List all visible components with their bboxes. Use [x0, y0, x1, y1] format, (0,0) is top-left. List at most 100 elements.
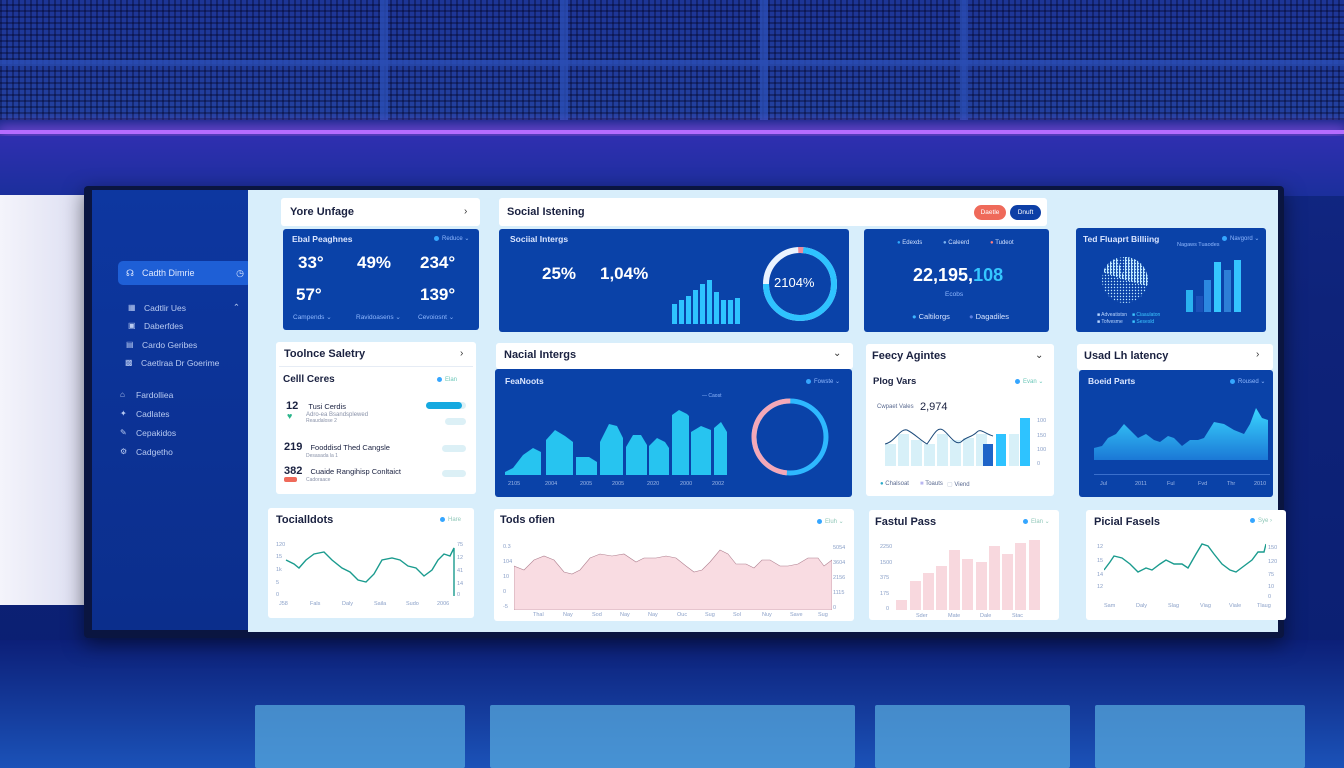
filter-label: Evan: [1023, 379, 1037, 385]
x-tick: Nuy: [762, 612, 772, 618]
y-tick: 100: [1037, 447, 1047, 453]
y-tick: 375: [880, 575, 890, 581]
item-meta: Reaudalose 2: [306, 418, 337, 424]
stat-value: 1,04%: [600, 264, 649, 283]
filter-dropdown[interactable]: Reduce ⌄: [434, 235, 469, 242]
filter-label: Elan: [1031, 519, 1044, 525]
legend-item: ● Chalsoat: [880, 481, 909, 487]
filter-label: Navgord: [1230, 236, 1253, 242]
chart-legend: — Caost: [702, 393, 722, 399]
filter-label: Reduce: [442, 236, 463, 242]
list-item[interactable]: 12 Tusi Cerdis Adro-ea Bsandsplewed Reau…: [286, 400, 368, 424]
x-tick: Nay: [563, 612, 573, 618]
x-tick: 2010: [1254, 481, 1267, 487]
y-tick: 15: [1097, 558, 1104, 564]
card-title: Toolnce Saletry: [284, 348, 366, 360]
counter-footer-item[interactable]: ● Caltilorgs: [912, 312, 950, 321]
billing-bar-chart: [1186, 260, 1241, 312]
expand-icon[interactable]: ›: [464, 206, 468, 217]
sidebar-item-label: Cardo Geribes: [142, 340, 198, 350]
x-tick: Thal: [533, 612, 544, 618]
x-tick: J58: [279, 601, 288, 607]
delete-button[interactable]: Daetle: [974, 205, 1006, 220]
legend-label: Caleerd: [948, 240, 970, 246]
legend-label: Sesesld: [1136, 319, 1155, 325]
x-tick: 2004: [545, 481, 558, 487]
filter-dropdown[interactable]: Elan: [437, 377, 457, 383]
y-tick: 175: [880, 591, 890, 597]
card-title: Social Istening: [507, 206, 585, 218]
item-subtitle: Adro-ea Bsandsplewed: [306, 412, 369, 418]
y-tick: -5: [503, 604, 508, 610]
filter-dropdown[interactable]: Navgord ⌄: [1222, 235, 1259, 242]
headset-icon: ☊: [126, 267, 134, 278]
legend-item: ■ Tofvesme: [1097, 319, 1123, 325]
picial-line-chart: [1104, 543, 1266, 573]
x-tick: Sug: [818, 612, 828, 618]
filter-dropdown[interactable]: Sye ›: [1250, 518, 1272, 524]
sidebar-item-active[interactable]: ☊ Cadth Dimrie ◷: [118, 261, 252, 285]
y-tick: 2250: [880, 544, 893, 550]
chevron-down-icon[interactable]: ⌄: [833, 348, 842, 359]
legend-item: ● Caleerd: [943, 240, 970, 246]
y-tick: 120: [1268, 559, 1278, 565]
item-title: Tusi Cerdis: [308, 402, 346, 411]
legend-label: Viend: [954, 482, 970, 488]
sidebar-item-fardolliea[interactable]: ⌂ Fardolliea: [120, 390, 173, 400]
usage-footer-tab[interactable]: Ravidoasens ⌄: [356, 314, 401, 321]
y-tick: 75: [1268, 572, 1275, 578]
filter-dropdown[interactable]: Evan ⌄: [1015, 378, 1043, 385]
screen-reflection: [255, 705, 465, 768]
feecy-combo-chart: [885, 418, 1030, 466]
legend-label: Adveatistsn: [1101, 312, 1127, 318]
draft-button[interactable]: Dnuft: [1010, 205, 1041, 220]
list-item[interactable]: 382 Cuaide Rangihisp Conltaict Cadoraace: [284, 465, 401, 483]
filter-dropdown[interactable]: Elan ⌄: [1023, 518, 1050, 525]
list-item[interactable]: 219 Fooddisd Thed Cangsle Desasada la 1: [284, 441, 390, 459]
clock-icon: ◷: [236, 267, 244, 278]
expand-icon[interactable]: ›: [460, 348, 464, 359]
x-tick: 2005: [580, 481, 593, 487]
sidebar-item-cardo-geribes[interactable]: ▤ Cardo Geribes: [126, 340, 197, 350]
item-meta: Cadoraace: [306, 477, 331, 483]
neon-light-strip: [0, 130, 1344, 134]
x-tick: Viag: [1200, 603, 1211, 609]
counter-footer-item[interactable]: ● Dagadiles: [969, 312, 1009, 321]
legend-item: ▢ Viend: [947, 482, 970, 488]
stat-value: 25%: [542, 264, 577, 283]
axis-line: [1094, 474, 1270, 475]
y-tick: 3604: [833, 560, 846, 566]
filter-dropdown[interactable]: Eluh ⌄: [817, 518, 844, 525]
panel-title: Ebal Peaghnes: [292, 234, 353, 244]
billing-pie-chart: [1102, 257, 1148, 303]
sidebar-item-cadgetho[interactable]: ⚙ Cadgetho: [120, 447, 173, 457]
filter-dropdown[interactable]: Roused ⌄: [1230, 378, 1265, 385]
y-tick: 0: [457, 592, 461, 598]
x-tick: Sudo: [406, 601, 419, 607]
sidebar-group-header[interactable]: ▦ Cadtlir Ues ⌃: [128, 302, 240, 313]
progress-track: [442, 470, 466, 477]
section-title: Celll Ceres: [283, 374, 335, 385]
usage-footer-tab[interactable]: Campends ⌄: [293, 314, 332, 321]
filter-dropdown[interactable]: Hare: [440, 517, 461, 523]
sidebar-item-daberfdes[interactable]: ▣ Daberfdes: [128, 321, 183, 331]
filter-label: Elan: [445, 377, 458, 384]
sidebar-item-cadlates[interactable]: ✦ Cadlates: [120, 409, 170, 419]
x-tick: Slag: [1168, 603, 1180, 609]
legend-label: Edexds: [902, 240, 923, 246]
socialidots-line-chart: [285, 547, 455, 596]
sidebar-item-cepakidos[interactable]: ✎ Cepakidos: [120, 428, 176, 438]
filter-dropdown[interactable]: Fowste ⌄: [806, 378, 840, 385]
sidebar-item-caetlraa[interactable]: ▩ Caetlraa Dr Goerime: [125, 358, 219, 368]
x-tick: Fvd: [1198, 481, 1208, 487]
legend-item: ■ Adveatistsn: [1097, 312, 1127, 318]
y-tick: 104: [503, 559, 513, 565]
chevron-up-icon: ⌃: [232, 302, 240, 312]
item-title: Cuaide Rangihisp Conltaict: [310, 467, 401, 476]
card-title: Nacial Intergs: [504, 349, 577, 361]
ceiling-beam: [560, 0, 568, 120]
usage-footer-tab[interactable]: Cevoiosnt ⌄: [418, 314, 455, 321]
chevron-down-icon[interactable]: ⌄: [1035, 350, 1044, 361]
expand-icon[interactable]: ›: [1256, 349, 1260, 360]
x-tick: Thr: [1227, 481, 1236, 487]
